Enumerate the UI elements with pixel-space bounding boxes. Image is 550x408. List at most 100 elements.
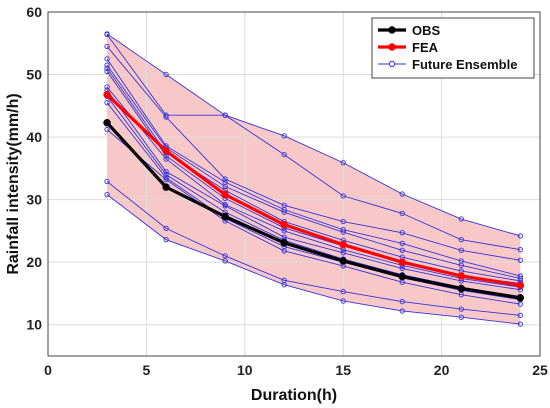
ensemble-point [222,183,228,190]
ensemble-point [458,216,464,222]
ensemble-lines-layer [104,31,523,327]
ensemble-point [399,240,405,247]
ensemble-point [104,126,110,133]
ensemble-member-line [106,89,521,291]
ensemble-point [517,247,523,253]
ensemble-point [517,312,523,318]
ensemble-point [104,65,110,71]
ensemble-point [163,237,169,243]
legend-label-obs: OBS [412,23,441,38]
ensemble-member-line [106,46,521,261]
ensemble-point [104,191,110,198]
ensemble-point [222,253,228,259]
tick-label-layer: 0 5 10 15 20 25 10 20 30 40 50 60 [26,4,548,378]
legend-marker-future-ensemble [388,60,396,68]
main-series-layer [103,90,525,302]
ensemble-point [281,282,287,288]
ensemble-point [281,151,287,158]
ensemble-point [104,100,110,106]
ensemble-point [340,250,346,256]
x-tick-label: 25 [532,362,548,378]
ensemble-point [458,262,464,268]
legend: OBS FEA Future Ensemble [371,17,535,79]
ensemble-point [104,43,110,50]
fea-point [457,272,465,280]
legend-label-future-ensemble: Future Ensemble [412,57,517,72]
y-tick-label: 40 [26,129,42,145]
fea-point [398,258,406,266]
ensemble-point [281,133,287,139]
y-tick-label: 30 [26,192,42,208]
y-tick-label: 20 [26,254,42,270]
ensemble-point [458,237,464,243]
ensemble-point [222,112,228,118]
ensemble-member-line [106,86,521,288]
x-tick-label: 20 [434,362,450,378]
ensemble-point [222,258,228,264]
obs-point [516,294,525,302]
ensemble-point [104,62,110,68]
legend-label-fea: FEA [412,40,439,55]
ensemble-point [281,248,287,254]
obs-point [457,284,465,293]
ensemble-member-line [106,33,521,237]
obs-point [280,239,288,247]
ensemble-point [340,193,346,199]
legend-items: OBS FEA Future Ensemble [378,23,517,72]
ensemble-point [281,228,287,234]
obs-point [398,272,406,281]
fea-point [221,190,229,199]
fea-point [280,220,288,229]
ensemble-point [399,247,405,253]
ensemble-member-line [106,194,521,325]
y-tick-label: 50 [26,67,42,83]
ensemble-point [399,308,405,314]
fea-line [105,93,521,287]
ensemble-member-line [106,58,521,277]
ensemble-member-line [106,102,521,301]
x-tick-label: 10 [237,362,253,378]
ensemble-point [517,257,523,263]
ensemble-member-line [106,64,521,279]
ensemble-band-layer [107,33,521,325]
ensemble-point [163,156,169,162]
y-tick-label: 60 [26,4,42,20]
ensemble-range-band [107,33,521,325]
ensemble-point [458,314,464,320]
ensemble-point [399,298,405,305]
ensemble-member-line [106,34,521,251]
y-tick-label: 10 [26,317,42,333]
ensemble-member-line [106,129,521,305]
ensemble-point [104,68,110,75]
ensemble-point [163,114,169,120]
ensemble-point [517,233,523,239]
obs-line [105,121,521,300]
ensemble-point [104,84,110,90]
ensemble-point [222,176,228,182]
ensemble-point [458,292,464,298]
ensemble-point [104,31,110,38]
fea-point [162,147,170,155]
x-tick-label: 5 [143,362,151,378]
ensemble-point [399,230,405,236]
ensemble-point [340,160,346,166]
ensemble-point [517,321,523,327]
ensemble-point [340,288,346,295]
ensemble-point [458,247,464,253]
ensemble-point [104,178,110,185]
x-axis-label: Duration(h) [251,387,337,404]
ensemble-point [281,209,287,215]
ensemble-point [399,191,405,197]
ensemble-point [163,225,169,232]
ensemble-point [340,218,346,225]
x-tick-label: 15 [335,362,351,378]
ensemble-point [163,71,169,78]
legend-marker-obs [388,26,396,34]
obs-point [103,119,111,127]
x-tick-label: 0 [44,362,52,378]
ensemble-point [340,229,346,235]
ensemble-point [340,298,346,304]
obs-point [162,183,170,191]
ensemble-point [104,56,110,62]
ensemble-point [399,265,405,272]
